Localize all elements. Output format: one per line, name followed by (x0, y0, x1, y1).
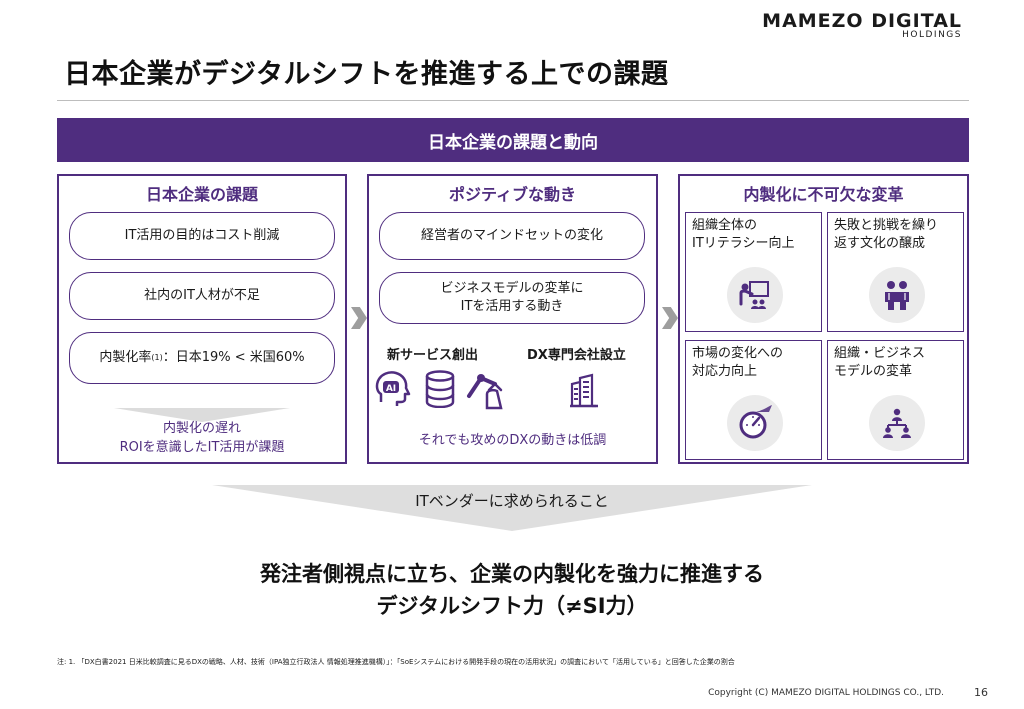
insourcing-ratio-pill: 内製化率 (1) ：日本19% < 米国60% (69, 332, 335, 384)
page-number: 16 (974, 686, 988, 699)
ai-head-icon: AI (373, 368, 413, 412)
footnote: 注: 1. 「DX白書2021 日米比較調査に見るDXの戦略、人材、技術（IPA… (57, 658, 735, 666)
change-cell: 失敗と挑戦を繰り 返す文化の醸成 (827, 212, 964, 332)
trend-line: ITを活用する動き (460, 299, 564, 314)
cell-label: 組織・ビジネス モデルの変革 (834, 345, 925, 380)
org-chart-icon (869, 395, 925, 451)
column-note: 内製化の遅れ ROIを意識したIT活用が課題 (59, 420, 345, 458)
cell-line: 組織全体の (692, 218, 758, 233)
chevron-right-icon (662, 307, 678, 329)
page-title: 日本企業がデジタルシフトを推進する上での課題 (64, 59, 669, 90)
trend-pill: ビジネスモデルの変革に ITを活用する動き (379, 272, 645, 324)
section-banner: 日本企業の課題と動向 (57, 118, 969, 162)
new-service-label: 新サービス創出 (387, 348, 479, 363)
cell-line: モデルの変革 (834, 363, 913, 379)
cell-label: 失敗と挑戦を繰り 返す文化の醸成 (834, 217, 938, 252)
cell-line: 返す文化の醸成 (834, 235, 926, 251)
ratio-values: ：日本19% < 米国60% (162, 350, 305, 366)
requirements-label: ITベンダーに求められること (415, 492, 609, 510)
cell-line: 組織・ビジネス (834, 346, 926, 361)
logo-sub-text: HOLDINGS (902, 30, 962, 40)
cell-label: 市場の変化への 対応力向上 (692, 345, 783, 380)
column-challenges: 日本企業の課題 IT活用の目的はコスト削減 社内のIT人材が不足 内製化率 (1)… (57, 174, 347, 464)
change-cell: 組織・ビジネス モデルの変革 (827, 340, 964, 460)
conclusion-line: デジタルシフト力（≠SI力） (376, 594, 648, 618)
banner-label: 日本企業の課題と動向 (428, 132, 598, 153)
robot-arm-icon (465, 368, 509, 414)
column-title: 日本企業の課題 (145, 185, 258, 204)
cell-line: 失敗と挑戦を繰り (834, 218, 939, 233)
building-icon (569, 372, 599, 412)
note-line: ROIを意識したIT活用が課題 (119, 439, 285, 455)
conclusion-line: 発注者側視点に立ち、企業の内製化を強力に推進する (260, 562, 764, 586)
logo-main-text: MAMEZO DIGITAL (762, 10, 962, 32)
svg-text:AI: AI (386, 384, 396, 394)
column-title: 内製化に不可欠な変革 (743, 185, 904, 204)
title-divider (57, 100, 969, 101)
speedometer-icon (727, 395, 783, 451)
dx-company-label: DX専門会社設立 (527, 348, 626, 363)
database-icon (423, 370, 457, 412)
challenge-pill: 社内のIT人材が不足 (69, 272, 335, 320)
cell-label: 組織全体の ITリテラシー向上 (692, 217, 795, 252)
cell-line: ITリテラシー向上 (692, 235, 795, 251)
ratio-prefix: 内製化率 (99, 350, 152, 366)
challenge-pill: IT活用の目的はコスト削減 (69, 212, 335, 260)
chevron-right-icon (351, 307, 367, 329)
trend-line: ビジネスモデルの変革に (440, 281, 584, 297)
cell-line: 対応力向上 (692, 363, 758, 379)
people-icon (869, 267, 925, 323)
column-positive-moves: ポジティブな動き 経営者のマインドセットの変化 ビジネスモデルの変革に ITを活… (367, 174, 658, 464)
column-title: ポジティブな動き (448, 185, 577, 204)
cell-line: 市場の変化への (692, 346, 784, 361)
change-cell: 市場の変化への 対応力向上 (685, 340, 822, 460)
presentation-icon (727, 267, 783, 323)
column-note: それでも攻めのDXの動きは低調 (418, 433, 607, 448)
change-cell: 組織全体の ITリテラシー向上 (685, 212, 822, 332)
copyright: Copyright (C) MAMEZO DIGITAL HOLDINGS CO… (708, 688, 944, 698)
trend-pill: 経営者のマインドセットの変化 (379, 212, 645, 260)
company-logo: MAMEZO DIGITAL HOLDINGS (762, 10, 962, 40)
ratio-footnote-ref: (1) (151, 352, 163, 362)
note-line: 内製化の遅れ (162, 421, 241, 436)
column-required-changes: 内製化に不可欠な変革 組織全体の ITリテラシー向上 失敗と挑戦を繰り 返す文化… (678, 174, 969, 464)
